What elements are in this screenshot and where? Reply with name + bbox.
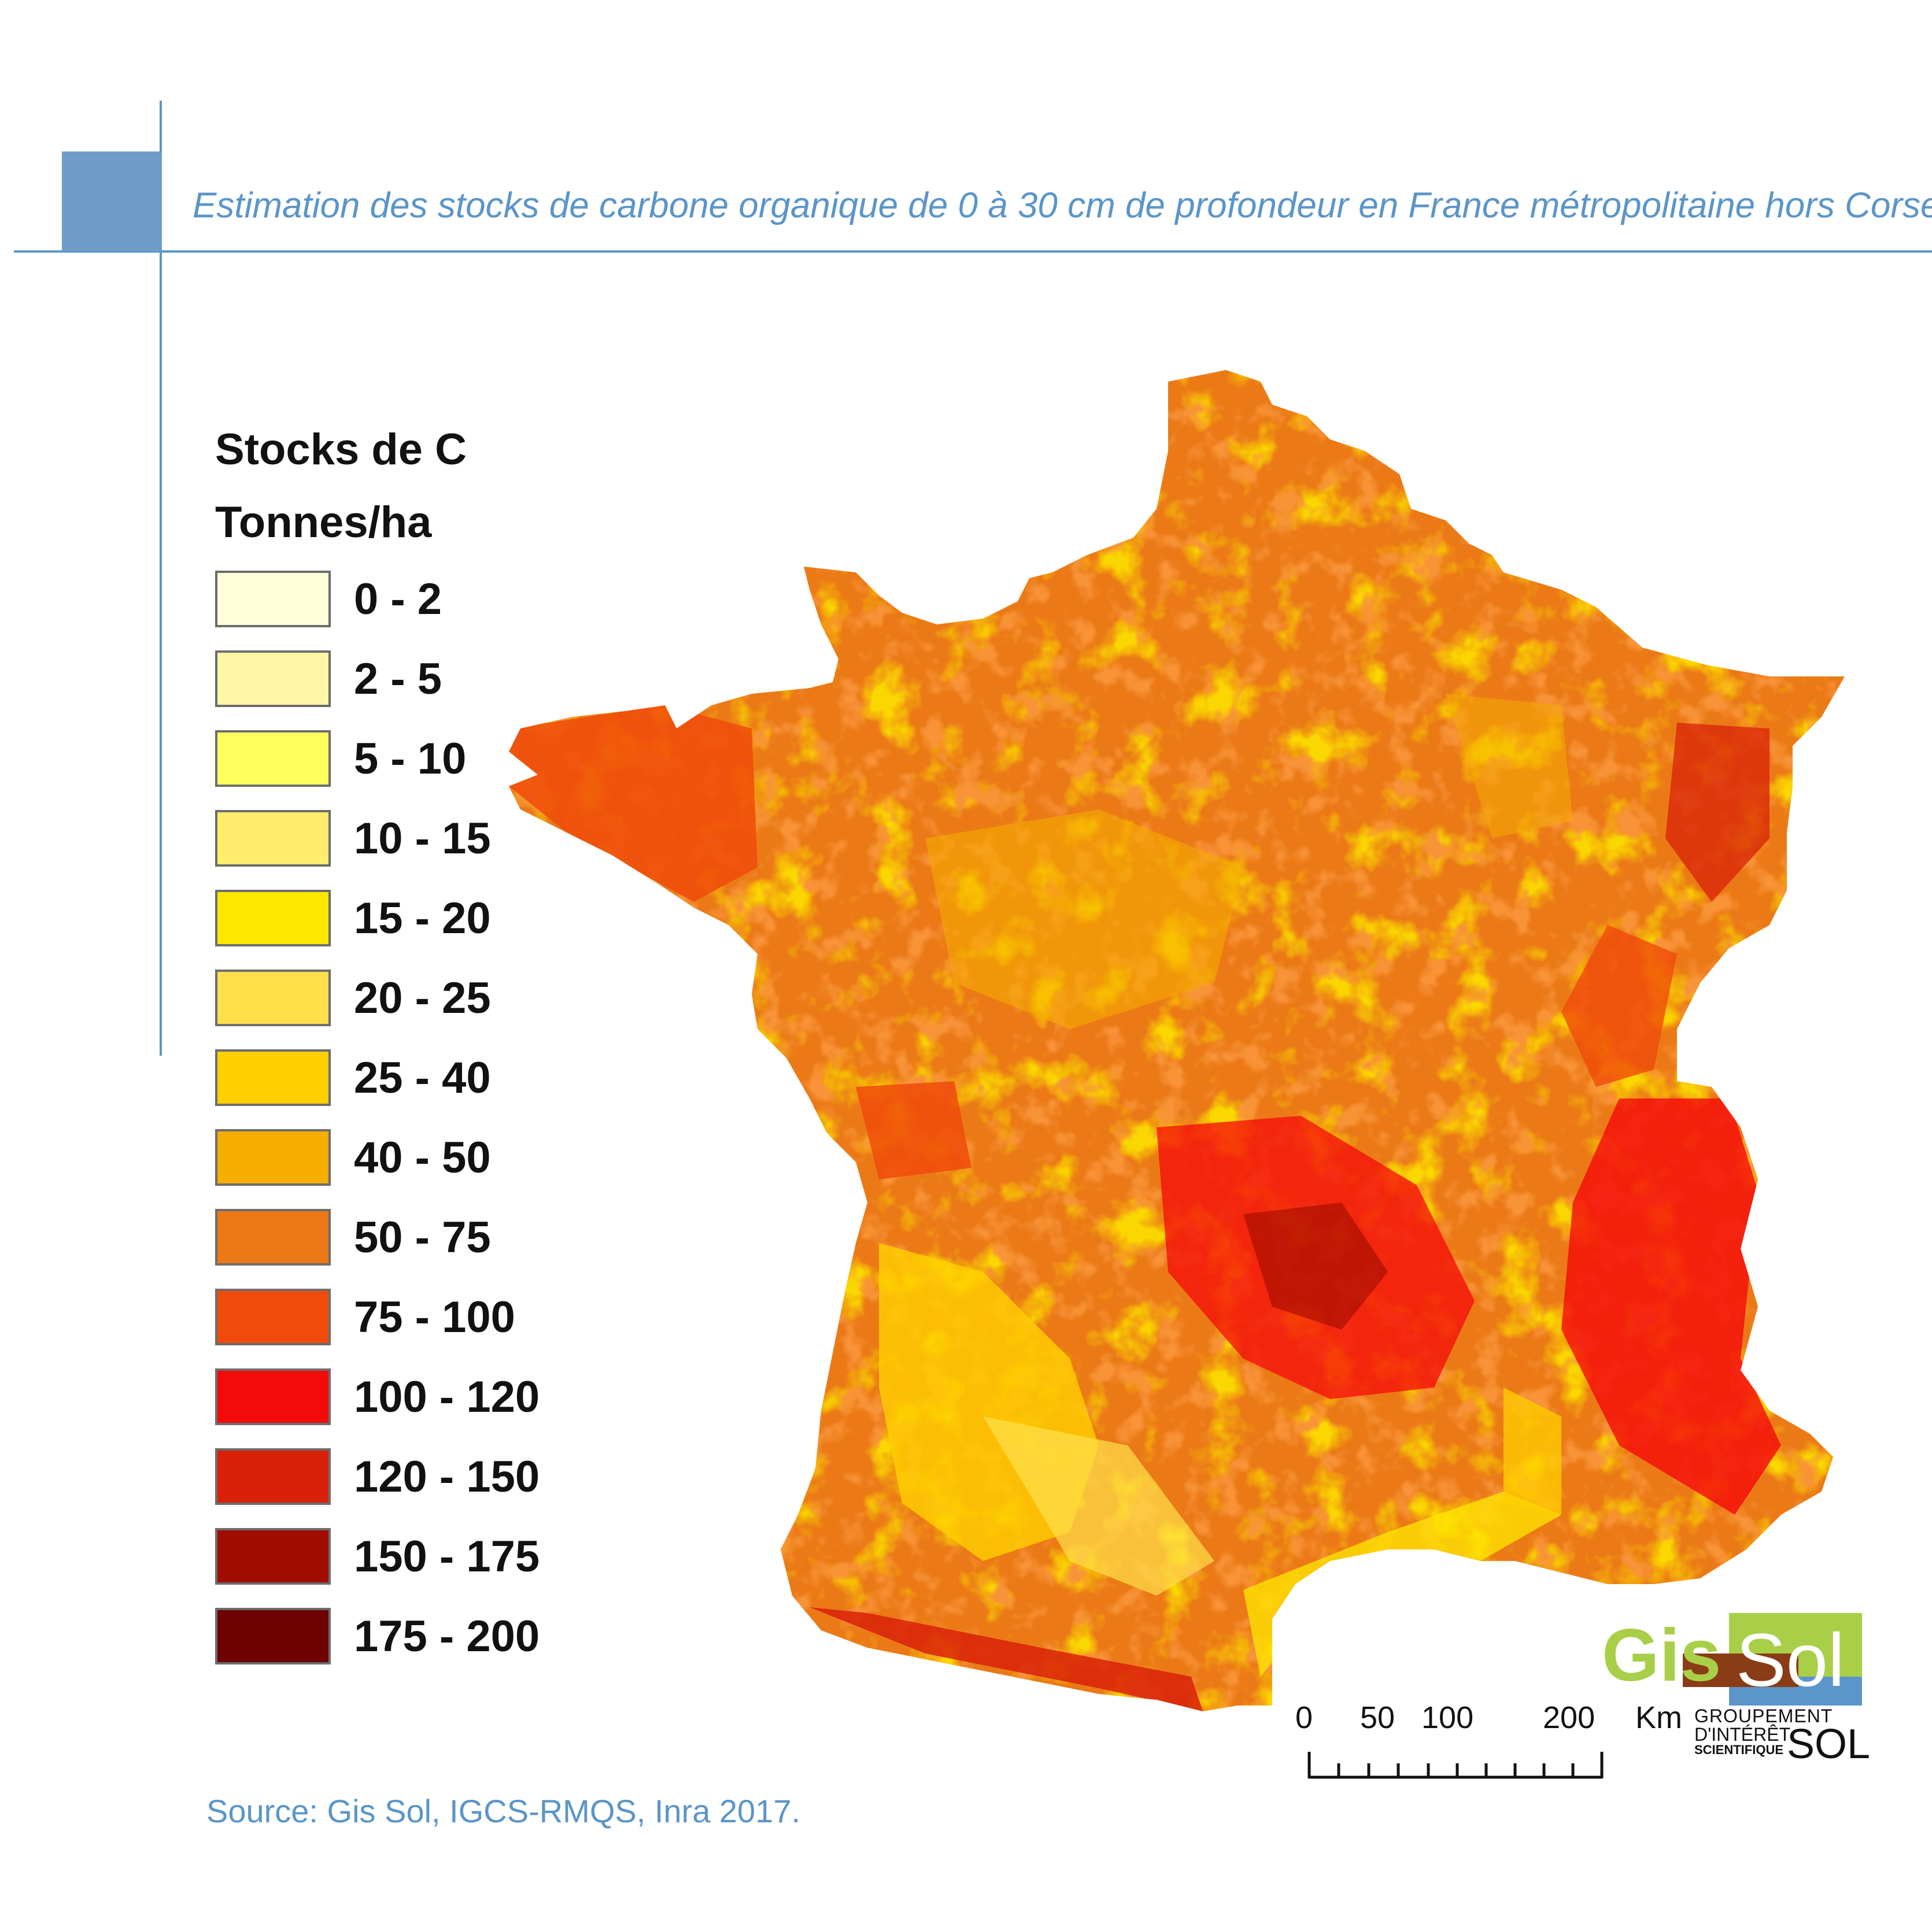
legend-label: 75 - 100 xyxy=(354,1292,515,1342)
legend-label: 150 - 175 xyxy=(354,1532,540,1581)
legend-label: 10 - 15 xyxy=(354,813,491,863)
legend-item: 5 - 10 xyxy=(215,730,620,787)
centre-region xyxy=(925,809,1243,1029)
legend-label: 40 - 50 xyxy=(354,1133,491,1182)
legend-item: 2 - 5 xyxy=(215,650,620,708)
legend-item: 100 - 120 xyxy=(215,1368,620,1426)
legend-item: 0 - 2 xyxy=(215,570,620,628)
legend-item: 75 - 100 xyxy=(215,1288,620,1346)
legend-item: 150 - 175 xyxy=(215,1527,620,1585)
legend-item: 20 - 25 xyxy=(215,969,620,1027)
scale-unit: Km xyxy=(1635,1700,1682,1735)
legend-label: 20 - 25 xyxy=(354,973,491,1023)
legend-item: 25 - 40 xyxy=(215,1049,620,1107)
logo-line-1: GROUPEMENT xyxy=(1694,1706,1833,1726)
legend-label: 175 - 200 xyxy=(354,1611,540,1661)
scale-label-200: 200 xyxy=(1543,1700,1595,1735)
brittany-region xyxy=(509,705,758,902)
jura-region xyxy=(1561,925,1677,1087)
legend-item: 175 - 200 xyxy=(215,1607,620,1665)
legend-label: 2 - 5 xyxy=(354,654,442,704)
legend-item: 50 - 75 xyxy=(215,1208,620,1266)
legend-items: 0 - 2 2 - 5 5 - 10 10 - 15 15 - 20 20 - … xyxy=(215,570,620,1665)
logo-brown-band xyxy=(1683,1653,1798,1687)
legend-label: 0 - 2 xyxy=(354,574,442,624)
horizontal-divider xyxy=(14,250,1932,253)
legend-swatch xyxy=(215,1209,331,1266)
legend-item: 15 - 20 xyxy=(215,889,620,947)
logo-gis-text: Gis xyxy=(1602,1614,1722,1697)
gis-sol-logo: Gis Sol GROUPEMENT D'INTÉRÊT SCIENTIFIQU… xyxy=(1596,1613,1870,1767)
map-legend: Stocks de C Tonnes/ha 0 - 2 2 - 5 5 - 10… xyxy=(215,428,620,1687)
legend-label: 25 - 40 xyxy=(354,1053,491,1103)
logo-sol-small: SOL xyxy=(1787,1721,1871,1767)
legend-swatch xyxy=(215,650,331,707)
legend-swatch xyxy=(215,1528,331,1585)
legend-swatch xyxy=(215,730,331,787)
vertical-divider xyxy=(160,101,162,1056)
legend-swatch xyxy=(215,1368,331,1425)
legend-swatch xyxy=(215,890,331,946)
vosges-region xyxy=(1665,723,1770,902)
scale-label-50: 50 xyxy=(1360,1700,1395,1735)
scale-ruler xyxy=(1307,1752,1604,1779)
scale-bar: 0 50 100 200 Km xyxy=(1295,1700,1682,1781)
massif-central-core xyxy=(1243,1203,1388,1330)
logo-line-3: SCIENTIFIQUE xyxy=(1694,1743,1784,1757)
map-title: Estimation des stocks de carbone organiq… xyxy=(193,186,1932,225)
logo-line-2: D'INTÉRÊT xyxy=(1694,1724,1791,1745)
legend-label: 15 - 20 xyxy=(354,893,491,943)
legend-swatch xyxy=(215,1608,331,1664)
legend-swatch xyxy=(215,1448,331,1505)
legend-label: 50 - 75 xyxy=(354,1212,491,1262)
garonne-valley xyxy=(983,1416,1214,1596)
legend-item: 10 - 15 xyxy=(215,809,620,867)
legend-swatch xyxy=(215,810,331,867)
legend-swatch xyxy=(215,1129,331,1186)
header-accent-block xyxy=(62,151,162,251)
legend-swatch xyxy=(215,1289,331,1345)
champagne-region xyxy=(1446,694,1573,838)
limousin-region xyxy=(856,1081,971,1179)
legend-label: 100 - 120 xyxy=(354,1372,540,1422)
mediterranean-coast xyxy=(1243,1492,1561,1677)
legend-label: 120 - 150 xyxy=(354,1452,540,1501)
legend-label: 5 - 10 xyxy=(354,734,467,783)
legend-swatch xyxy=(215,1049,331,1106)
scale-label-0: 0 xyxy=(1295,1700,1313,1735)
source-note: Source: Gis Sol, IGCS-RMQS, Inra 2017. xyxy=(206,1793,801,1829)
logo-sol-text: Sol xyxy=(1736,1618,1845,1702)
legend-swatch xyxy=(215,571,331,627)
rhone-valley xyxy=(1504,1388,1561,1515)
legend-item: 40 - 50 xyxy=(215,1129,620,1186)
alps-region xyxy=(1561,1098,1781,1515)
legend-item: 120 - 150 xyxy=(215,1448,620,1505)
pyrenees-region xyxy=(810,1607,1203,1711)
legend-swatch xyxy=(215,970,331,1026)
legend-unit: Tonnes/ha xyxy=(215,498,432,547)
scale-label-100: 100 xyxy=(1421,1700,1474,1735)
legend-title: Stocks de C xyxy=(215,425,467,474)
